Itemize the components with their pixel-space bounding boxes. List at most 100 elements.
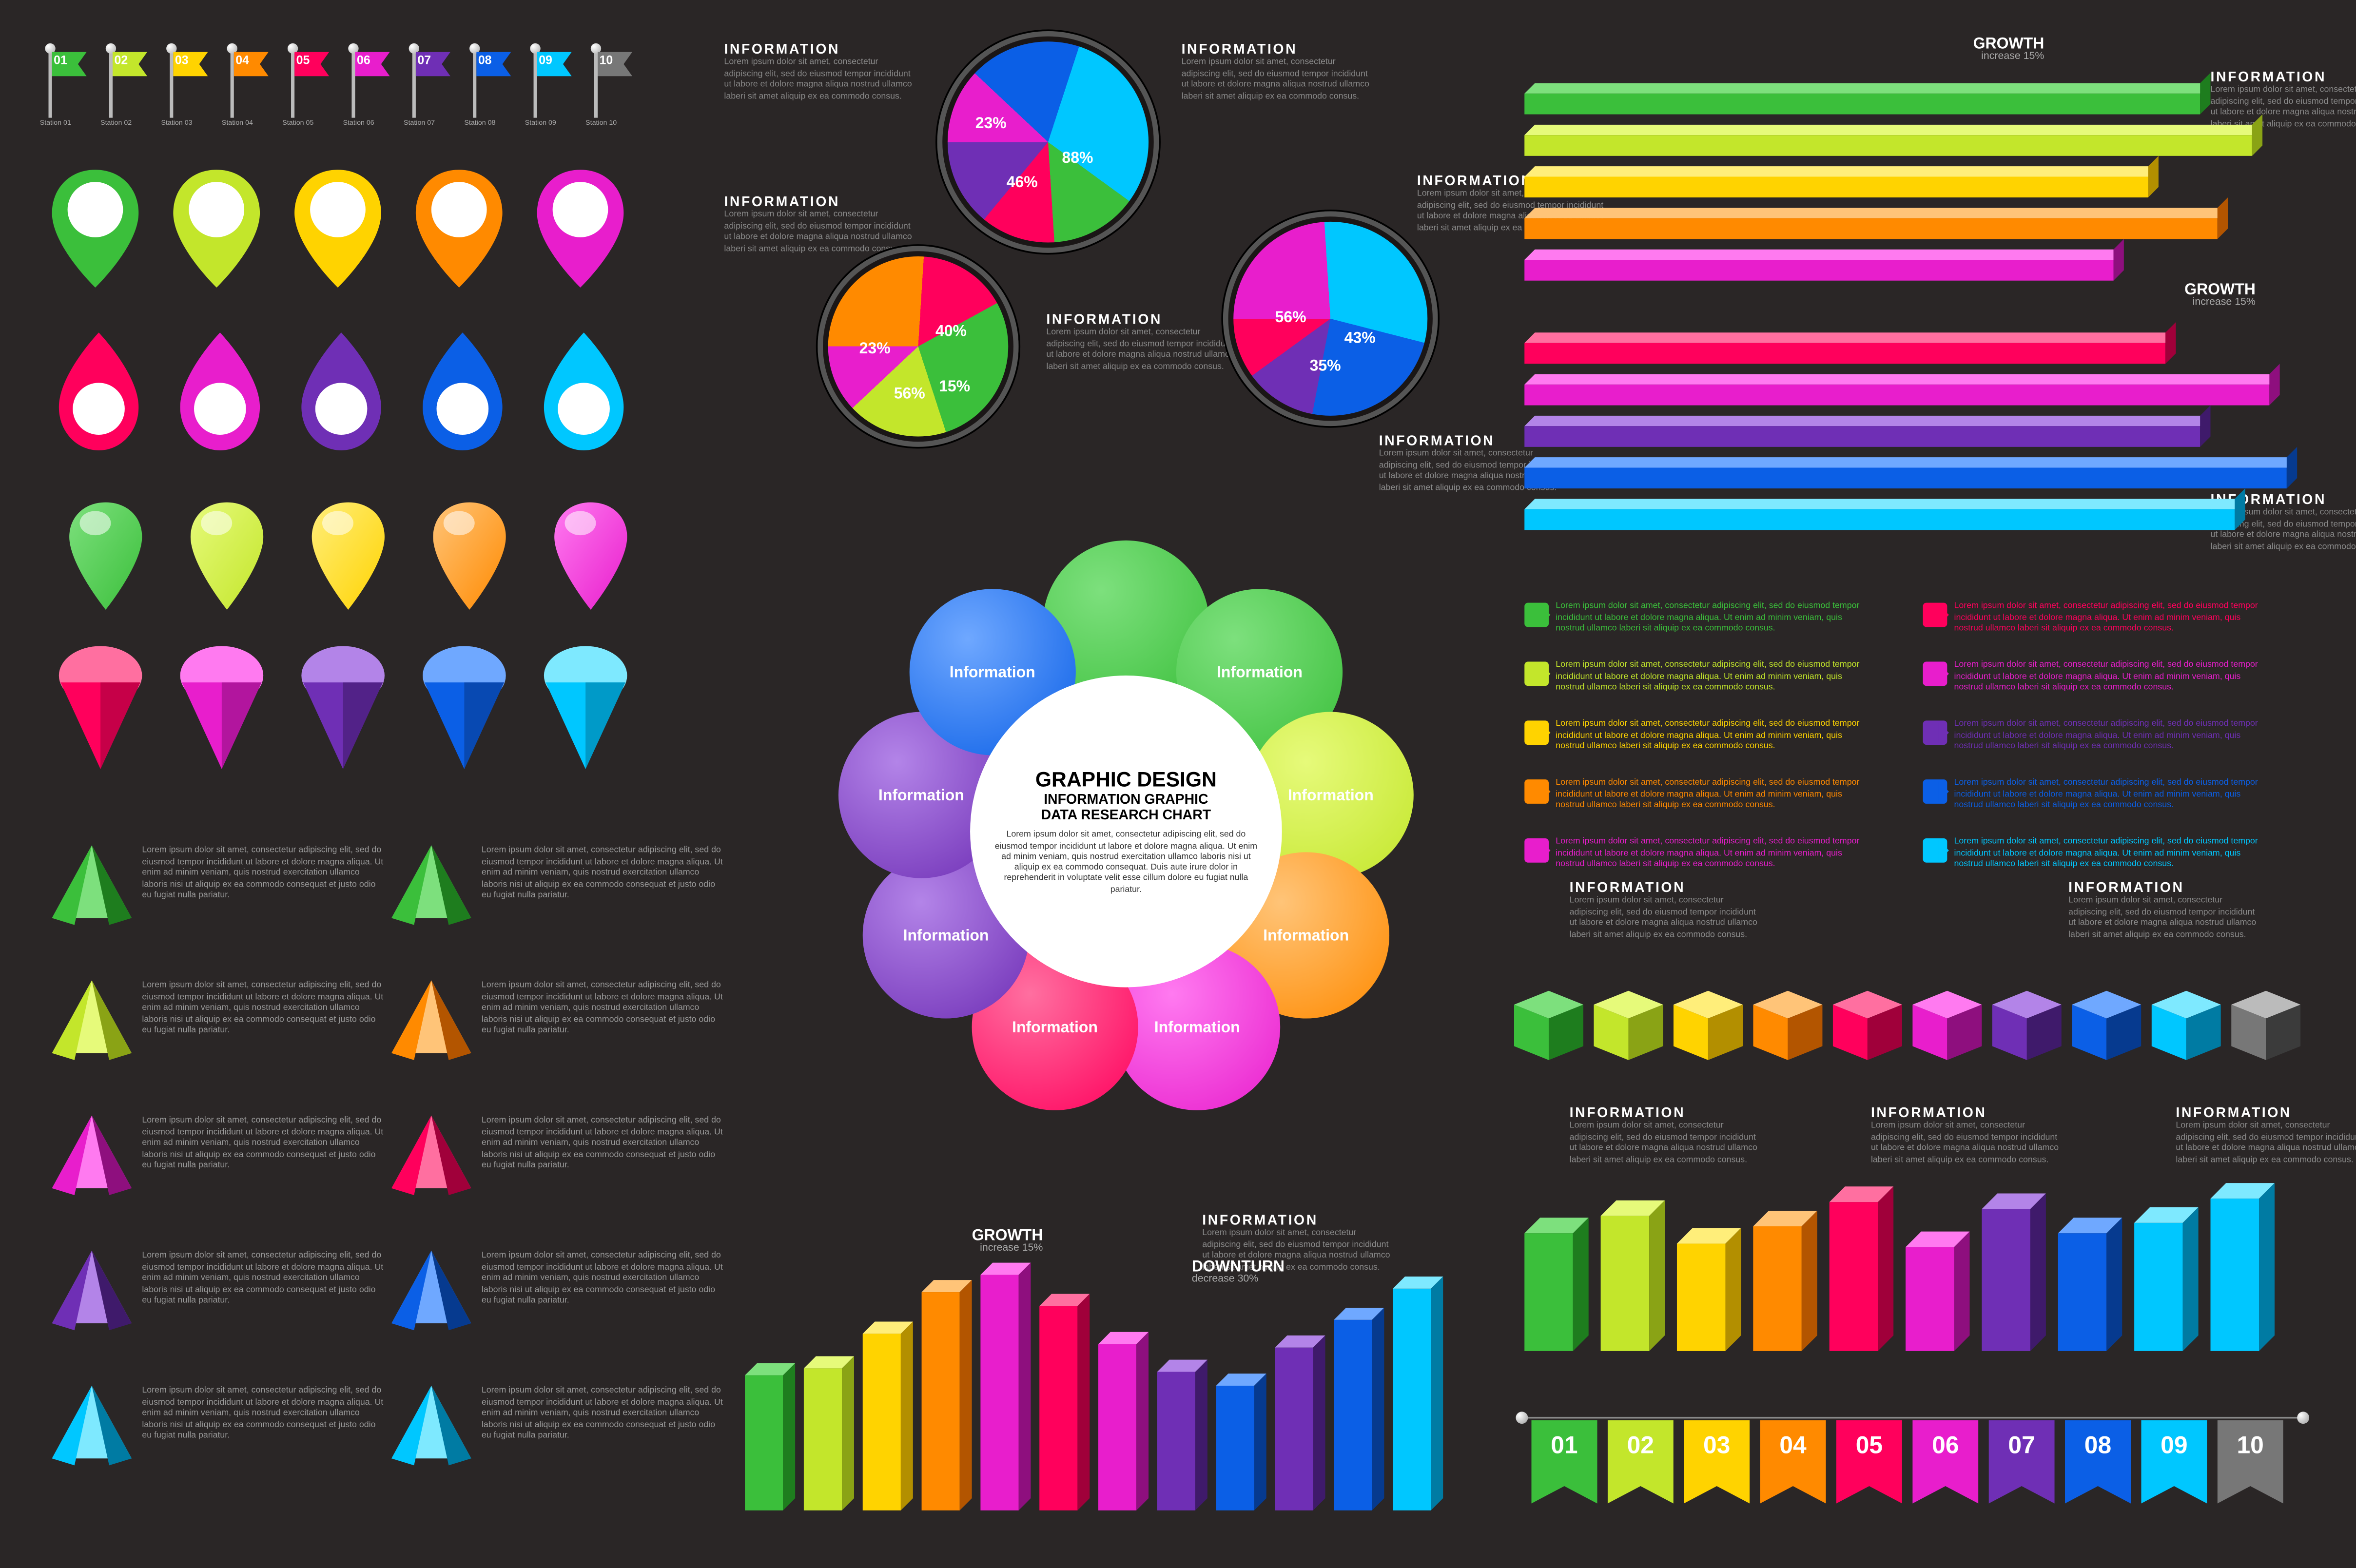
column-7: [1098, 1344, 1147, 1510]
ribbon-07: 07: [1989, 1420, 2055, 1504]
col-growth-label: GROWTHincrease 15%: [922, 1226, 1043, 1254]
hbar-green: [1524, 83, 2200, 115]
column-12: [1393, 1289, 1441, 1510]
ribbon-03: 03: [1684, 1420, 1750, 1504]
hbar-red: [1524, 332, 2165, 364]
mcolumn-7: [1982, 1209, 2044, 1351]
pyramid-icon: [388, 977, 475, 1064]
mcolumn-9: [2134, 1223, 2197, 1351]
pyramid-text: Lorem ipsum dolor sit amet, consectetur …: [142, 980, 385, 1036]
flag-06: 06Station 06: [351, 49, 393, 125]
cube-cyan: [2152, 984, 2221, 1060]
cube-red: [1833, 984, 1902, 1060]
info-block-7: INFORMATIONLorem ipsum dolor sit amet, c…: [2210, 69, 2356, 130]
map-pin-4-2: [176, 644, 267, 773]
cube-blue: [2072, 984, 2141, 1060]
pyramid-icon: [49, 977, 136, 1064]
pyramid-text: Lorem ipsum dolor sit amet, consectetur …: [482, 980, 724, 1036]
flag-08: 08Station 08: [473, 49, 514, 125]
column-9: [1216, 1386, 1265, 1510]
column-1: [745, 1375, 794, 1510]
ribbons-rail: [1521, 1417, 2304, 1419]
pie-chart-p2: 40%23%56%15%: [818, 246, 1018, 447]
pyramid-icon: [388, 1112, 475, 1199]
map-pin-3-4: [429, 499, 509, 613]
cube-grey: [2231, 984, 2300, 1060]
info-block-9: INFORMATIONLorem ipsum dolor sit amet, c…: [1570, 880, 1760, 940]
hbars-growth-2: GROWTHincrease 15%: [2134, 281, 2256, 309]
cube-yellow: [1674, 984, 1743, 1060]
pyramid-text: Lorem ipsum dolor sit amet, consectetur …: [482, 845, 724, 901]
map-pin-2-3: [298, 329, 385, 454]
flag-04: 04Station 04: [231, 49, 272, 125]
ribbon-02: 02: [1608, 1420, 1674, 1504]
mcolumn-10: [2210, 1199, 2273, 1351]
mcolumn-8: [2058, 1233, 2121, 1351]
map-pin-1-2: [170, 166, 263, 291]
column-3: [863, 1334, 912, 1510]
mcolumn-1: [1524, 1233, 1587, 1351]
flag-10: 10Station 10: [594, 49, 636, 125]
map-pin-2-1: [56, 329, 142, 454]
map-pin-4-3: [298, 644, 388, 773]
hbars-growth-1: GROWTHincrease 15%: [1923, 35, 2044, 62]
cube-orange: [1753, 984, 1822, 1060]
ribbon-10: 10: [2218, 1420, 2283, 1504]
map-pin-1-5: [534, 166, 627, 291]
ribbon-09: 09: [2141, 1420, 2207, 1504]
mcolumn-5: [1830, 1202, 1892, 1351]
info-block-12: INFORMATIONLorem ipsum dolor sit amet, c…: [1871, 1105, 2062, 1165]
pyramid-icon: [388, 1247, 475, 1334]
pyramid-text: Lorem ipsum dolor sit amet, consectetur …: [142, 1251, 385, 1307]
flag-03: 03Station 03: [170, 49, 211, 125]
flower-center: GRAPHIC DESIGNINFORMATION GRAPHICDATA RE…: [970, 676, 1282, 987]
pie-chart-p1: 23%46%88%: [937, 31, 1159, 253]
mcolumn-6: [1906, 1247, 1968, 1351]
map-pin-4-5: [541, 644, 631, 773]
column-4: [922, 1292, 971, 1510]
hbar-magenta: [1524, 374, 2269, 406]
flag-05: 05Station 05: [291, 49, 332, 125]
map-pin-1-3: [291, 166, 385, 291]
map-pin-4-1: [56, 644, 146, 773]
pyramid-text: Lorem ipsum dolor sit amet, consectetur …: [142, 1386, 385, 1442]
map-pin-2-2: [176, 329, 263, 454]
info-block-3: INFORMATIONLorem ipsum dolor sit amet, c…: [1182, 41, 1372, 102]
cube-lime: [1594, 984, 1663, 1060]
map-pin-3-2: [187, 499, 267, 613]
mcolumn-4: [1753, 1226, 1815, 1351]
info-block-10: INFORMATIONLorem ipsum dolor sit amet, c…: [2068, 880, 2259, 940]
hbar-orange: [1524, 208, 2217, 239]
mcolumn-3: [1677, 1244, 1739, 1351]
ribbon-06: 06: [1912, 1420, 1978, 1504]
column-5: [980, 1275, 1029, 1510]
cube-green: [1514, 984, 1583, 1060]
map-pin-3-3: [309, 499, 388, 613]
map-pin-2-5: [541, 329, 627, 454]
hbar-blue: [1524, 457, 2287, 488]
pyramid-icon: [49, 1382, 136, 1469]
flag-01: 01Station 01: [49, 49, 90, 125]
ribbon-05: 05: [1836, 1420, 1902, 1504]
column-11: [1334, 1320, 1382, 1510]
map-pin-1-1: [49, 166, 142, 291]
col-downturn-label: DOWNTURNdecrease 30%: [1192, 1258, 1285, 1285]
hbar-purple: [1524, 416, 2200, 447]
map-pin-1-4: [412, 166, 506, 291]
ribbon-01: 01: [1531, 1420, 1597, 1504]
column-10: [1275, 1348, 1324, 1510]
pyramid-icon: [49, 1247, 136, 1334]
pyramid-text: Lorem ipsum dolor sit amet, consectetur …: [482, 1116, 724, 1172]
cube-purple: [1992, 984, 2062, 1060]
infographic-canvas: 01Station 0102Station 0203Station 0304St…: [0, 0, 2356, 1568]
map-pin-3-1: [66, 499, 145, 613]
pie-chart-p3: 56%43%35%: [1223, 212, 1438, 426]
info-block-13: INFORMATIONLorem ipsum dolor sit amet, c…: [2176, 1105, 2356, 1165]
pyramid-text: Lorem ipsum dolor sit amet, consectetur …: [142, 1116, 385, 1172]
pyramid-icon: [388, 1382, 475, 1469]
map-pin-3-5: [551, 499, 630, 613]
map-pin-4-4: [419, 644, 509, 773]
pyramid-text: Lorem ipsum dolor sit amet, consectetur …: [482, 1251, 724, 1307]
ribbon-08: 08: [2065, 1420, 2131, 1504]
ribbon-04: 04: [1760, 1420, 1826, 1504]
